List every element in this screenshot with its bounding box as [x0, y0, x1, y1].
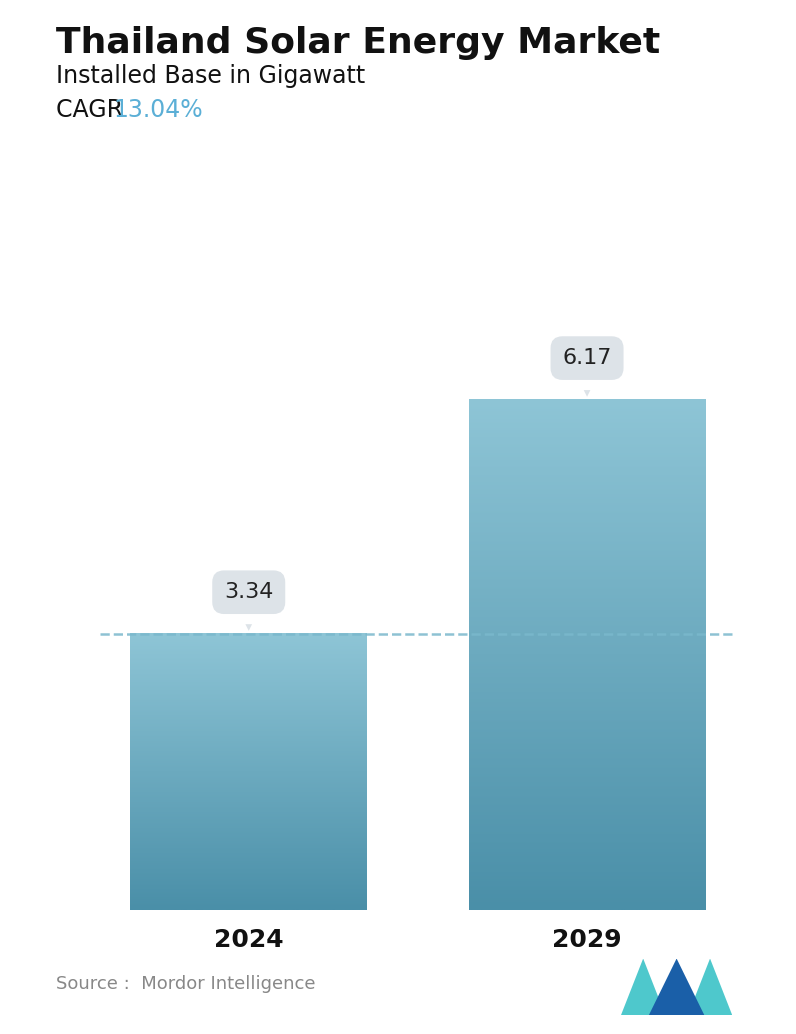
Text: Thailand Solar Energy Market: Thailand Solar Energy Market	[56, 26, 660, 60]
Polygon shape	[621, 959, 665, 1015]
Text: Source :  Mordor Intelligence: Source : Mordor Intelligence	[56, 975, 315, 994]
Polygon shape	[649, 959, 704, 1015]
Text: Installed Base in Gigawatt: Installed Base in Gigawatt	[56, 64, 365, 88]
Polygon shape	[688, 959, 732, 1015]
Text: 3.34: 3.34	[224, 582, 274, 631]
Text: 6.17: 6.17	[562, 348, 612, 397]
Text: 2024: 2024	[214, 929, 283, 952]
Text: 2029: 2029	[552, 929, 622, 952]
Text: CAGR: CAGR	[56, 98, 138, 122]
Text: 13.04%: 13.04%	[113, 98, 203, 122]
